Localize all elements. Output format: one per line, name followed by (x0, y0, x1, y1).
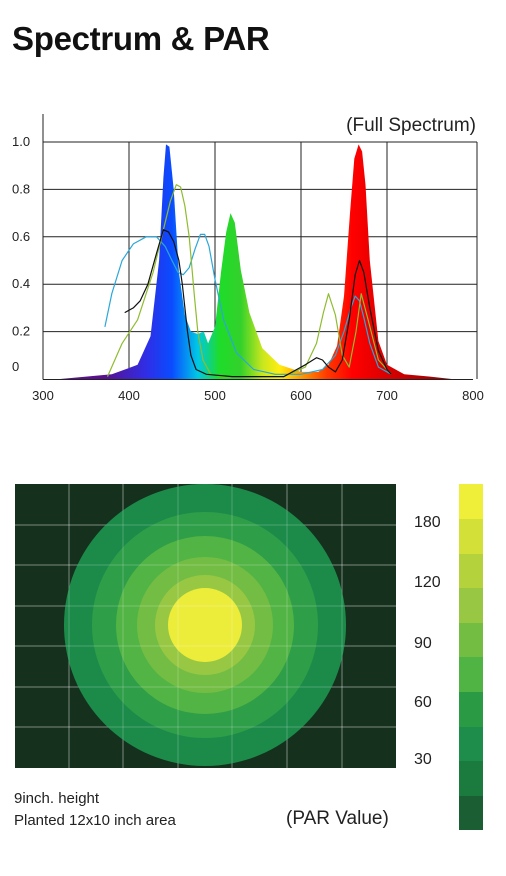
colorbar-segment (459, 518, 483, 554)
par-ring-6 (168, 588, 242, 662)
colorbar-segment (459, 587, 483, 623)
y-tick-label: 0.8 (12, 181, 30, 196)
colorbar-tick-label: 30 (414, 751, 432, 768)
y-tick-label: 0 (12, 359, 19, 374)
x-tick-label: 600 (290, 388, 312, 403)
colorbar-segment (459, 622, 483, 658)
colorbar-tick-label: 180 (414, 514, 441, 531)
y-tick-label: 0.2 (12, 324, 30, 339)
y-tick-label: 0.6 (12, 229, 30, 244)
colorbar-tick-label: 120 (414, 574, 441, 591)
colorbar-segment (459, 553, 483, 589)
spectrum-series-line-1 (104, 233, 392, 375)
colorbar-segment (459, 795, 483, 831)
spectrum-series-line-2 (106, 184, 392, 378)
area-note: Planted 12x10 inch area (14, 812, 176, 829)
colorbar-segment (459, 726, 483, 762)
colorbar-tick-label: 60 (414, 694, 432, 711)
x-tick-label: 400 (118, 388, 140, 403)
full-spectrum-label: (Full Spectrum) (346, 115, 476, 136)
grid (42, 114, 478, 380)
x-tick-label: 500 (204, 388, 226, 403)
colorbar-segment (459, 760, 483, 796)
x-tick-label: 300 (32, 388, 54, 403)
full-spectrum-area (60, 144, 452, 379)
par-value-label: (PAR Value) (286, 808, 389, 829)
y-axis-ticks: 0 0.2 0.4 0.6 0.8 1.0 (12, 134, 30, 374)
par-colorbar (459, 484, 483, 831)
spectrum-series-line-3 (124, 229, 392, 378)
height-note: 9inch. height (14, 790, 100, 807)
colorbar-segment (459, 657, 483, 693)
spectrum-chart: 0 0.2 0.4 0.6 0.8 1.0 300 400 500 600 700 800 (Ful… (12, 114, 484, 403)
colorbar-tick-label: 90 (414, 635, 432, 652)
y-tick-label: 0.4 (12, 276, 30, 291)
y-tick-label: 1.0 (12, 134, 30, 149)
colorbar-segment (459, 691, 483, 727)
colorbar-segment (459, 484, 483, 520)
page-title: Spectrum & PAR (12, 20, 270, 57)
par-heatmap (15, 484, 396, 768)
x-tick-label: 700 (376, 388, 398, 403)
x-tick-label: 800 (462, 388, 484, 403)
x-axis-ticks: 300 400 500 600 700 800 (32, 388, 484, 403)
